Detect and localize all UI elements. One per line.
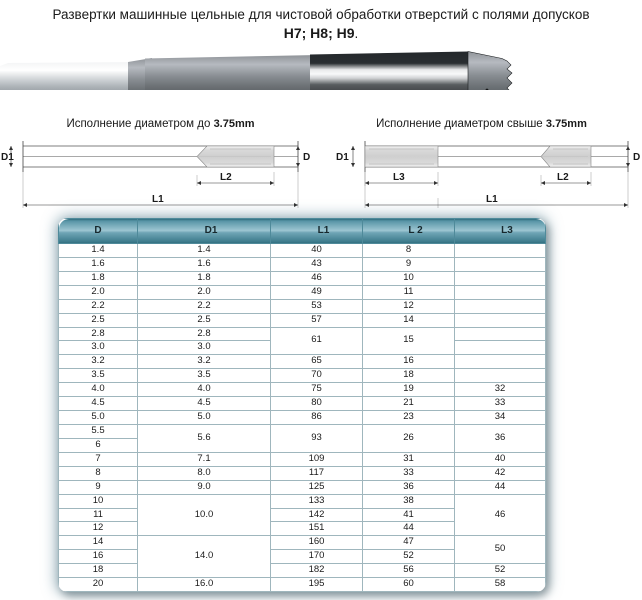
svg-text:D: D — [303, 152, 310, 163]
svg-text:D1: D1 — [1, 152, 14, 163]
svg-text:L3: L3 — [393, 172, 405, 183]
svg-text:L2: L2 — [557, 172, 569, 183]
svg-text:L1: L1 — [486, 194, 498, 205]
svg-text:L1: L1 — [152, 194, 164, 205]
svg-text:D1: D1 — [336, 152, 349, 163]
svg-text:L2: L2 — [220, 172, 232, 183]
svg-text:D: D — [633, 152, 640, 163]
